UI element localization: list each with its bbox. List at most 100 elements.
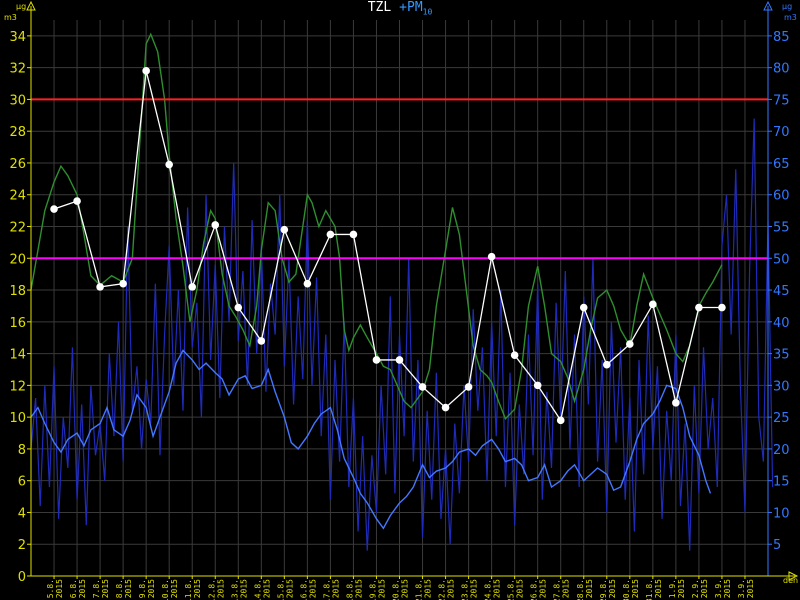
tzl-daily-point	[579, 303, 588, 312]
x-tick-year: 2015	[147, 579, 156, 598]
x-tick-date: 5.8.	[46, 579, 55, 598]
x-axis-ticks: 5.8.2015 6.8.2015 7.8.2015 8.8.2015 9.8.2015…	[46, 576, 755, 600]
x-tick-date: 15.8.	[276, 579, 285, 600]
x-tick-date: 29.8.	[599, 579, 608, 600]
right-tick-label: 15	[773, 475, 790, 490]
right-tick-label: 50	[773, 252, 790, 267]
x-tick-year: 2015	[516, 579, 525, 598]
tzl-daily-point	[73, 197, 81, 205]
x-tick-year: 2015	[493, 579, 502, 598]
tzl-hourly-line	[30, 32, 723, 420]
left-axis-arrow	[26, 0, 36, 11]
x-tick-date: 6.8.	[69, 579, 78, 598]
tzl-daily-point	[395, 356, 404, 364]
x-tick-date: 17.8.	[322, 579, 331, 600]
tzl-daily-point	[257, 337, 266, 345]
x-tick-label: 20.8.2015	[392, 579, 410, 600]
right-axis-ticks: 5 10 15 20 25 30 35 40 45 50 55 60 65 70 75 80 85	[768, 30, 790, 553]
tzl-daily-point	[649, 300, 657, 309]
right-tick-label: 60	[773, 189, 790, 204]
x-tick-label: 19.8.2015	[368, 579, 386, 600]
x-tick-date: 7.8.	[92, 579, 101, 598]
x-tick-label: 31.8.2015	[645, 579, 663, 600]
right-tick-label: 55	[773, 221, 790, 236]
x-axis-arrow	[788, 571, 799, 581]
x-tick-label: 28.8.2015	[576, 579, 594, 600]
tzl-daily-point	[165, 160, 173, 169]
x-tick-date: 11.8.	[184, 579, 193, 600]
x-tick-date: 23.8.	[461, 579, 470, 600]
x-tick-label: 1.9.2015	[668, 579, 686, 598]
x-tick-label: 18.8.2015	[345, 579, 363, 600]
x-tick-label: 10.8.2015	[161, 579, 179, 600]
tzl-daily-point	[718, 303, 726, 312]
tzl-daily-point	[96, 283, 104, 291]
tzl-daily-point	[372, 356, 381, 364]
tzl-daily-point	[533, 381, 542, 390]
left-tick-label: 0	[18, 570, 26, 585]
x-tick-label: 5.8.2015	[46, 579, 64, 598]
left-tick-label: 14	[9, 348, 26, 363]
x-tick-year: 2015	[585, 579, 594, 598]
tzl-daily-point	[418, 383, 427, 391]
x-tick-label: 25.8.2015	[507, 579, 525, 600]
x-tick-date: 25.8.	[507, 579, 516, 600]
x-tick-date: 22.8.	[438, 579, 447, 600]
x-tick-year: 2015	[401, 579, 410, 598]
left-tick-label: 20	[9, 252, 26, 267]
left-tick-label: 10	[9, 411, 26, 426]
x-tick-date: 14.8.	[253, 579, 262, 600]
left-tick-label: 24	[9, 189, 26, 204]
x-tick-date: 13.8.	[230, 579, 239, 600]
x-tick-date: 9.8.	[138, 579, 147, 598]
tzl-daily-point	[119, 279, 127, 288]
x-tick-year: 2015	[746, 579, 755, 598]
x-tick-year: 2015	[354, 579, 363, 598]
x-tick-label: 22.8.2015	[438, 579, 456, 600]
x-tick-year: 2015	[377, 579, 386, 598]
x-tick-year: 2015	[101, 579, 110, 598]
right-tick-label: 20	[773, 443, 790, 458]
tzl-hourly-series	[30, 32, 723, 420]
x-tick-year: 2015	[677, 579, 686, 598]
x-tick-label: 3.9.2015	[737, 579, 755, 598]
x-tick-label: 24.8.2015	[484, 579, 502, 600]
left-tick-label: 8	[18, 443, 26, 458]
tzl-daily-point	[556, 416, 565, 425]
left-tick-label: 18	[9, 284, 26, 299]
x-tick-date: 10.8.	[161, 579, 170, 600]
x-tick-date: 24.8.	[484, 579, 493, 600]
x-axis-label: den	[783, 576, 798, 585]
x-tick-date: 16.8.	[299, 579, 308, 600]
x-tick-year: 2015	[470, 579, 479, 598]
right-tick-label: 40	[773, 316, 790, 331]
right-tick-label: 35	[773, 348, 790, 363]
x-tick-label: 9.8.2015	[138, 579, 156, 598]
right-tick-label: 5	[773, 538, 781, 553]
left-tick-label: 26	[9, 157, 26, 172]
x-tick-year: 2015	[447, 579, 456, 598]
tzl-daily-point	[672, 399, 680, 407]
x-tick-label: 2.9.2015	[691, 579, 709, 598]
tzl-daily-point	[326, 230, 335, 239]
x-tick-date: 27.8.	[553, 579, 562, 600]
left-tick-label: 2	[18, 538, 26, 553]
tzl-daily-point	[142, 67, 150, 75]
x-tick-label: 17.8.2015	[322, 579, 340, 600]
left-tick-label: 22	[9, 221, 26, 236]
left-tick-label: 28	[9, 125, 26, 140]
left-tick-label: 16	[9, 316, 26, 331]
right-tick-label: 10	[773, 506, 790, 521]
tzl-daily-point	[303, 279, 312, 288]
left-unit-bottom: m3	[4, 13, 17, 22]
x-tick-label: 30.8.2015	[622, 579, 640, 600]
x-tick-label: 15.8.2015	[276, 579, 294, 600]
x-tick-label: 27.8.2015	[553, 579, 571, 600]
x-tick-date: 30.8.	[622, 579, 631, 600]
pm10-hourly-line	[30, 118, 774, 551]
x-tick-date: 1.9.	[668, 579, 677, 598]
x-tick-date: 2.9.	[691, 579, 700, 598]
x-tick-label: 12.8.2015	[207, 579, 225, 600]
